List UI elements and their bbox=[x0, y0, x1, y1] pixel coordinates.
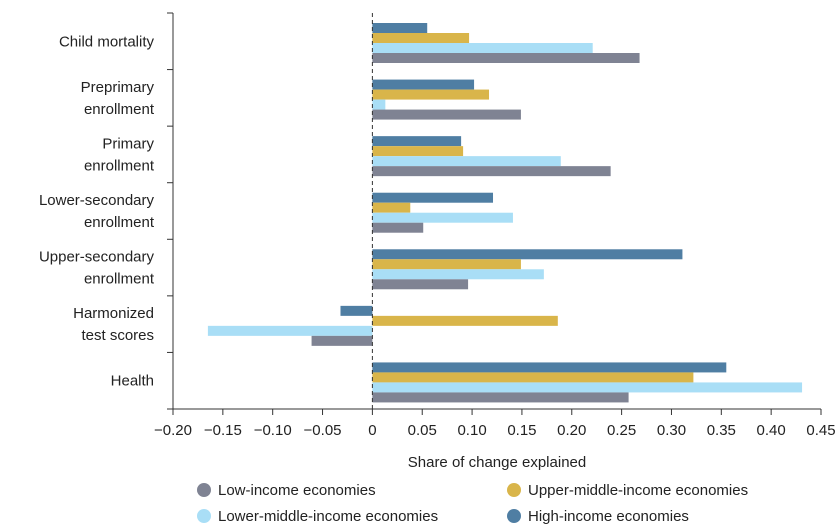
category-label: Preprimary enrollment bbox=[81, 79, 155, 118]
x-tick-label: 0.05 bbox=[408, 422, 437, 439]
bar bbox=[372, 192, 494, 203]
x-tick-label: 0.10 bbox=[457, 422, 486, 439]
bar bbox=[372, 259, 521, 270]
bar bbox=[372, 79, 475, 90]
bar bbox=[372, 136, 462, 147]
bar bbox=[372, 166, 611, 177]
x-tick-label: 0.30 bbox=[657, 422, 686, 439]
bar bbox=[372, 212, 513, 223]
legend-label: High-income economies bbox=[528, 508, 689, 525]
bar bbox=[207, 325, 373, 336]
bar bbox=[372, 43, 593, 53]
category-label: Upper-secondary enrollment bbox=[39, 249, 155, 288]
bar bbox=[372, 249, 683, 260]
x-tick-label: 0.35 bbox=[707, 422, 736, 439]
x-tick-label: −0.15 bbox=[204, 422, 242, 439]
bar bbox=[372, 33, 470, 43]
legend-label: Upper-middle-income economies bbox=[528, 482, 748, 499]
category-label: Child mortality bbox=[59, 33, 155, 50]
x-tick-label: −0.20 bbox=[154, 422, 192, 439]
legend-label: Lower-middle-income economies bbox=[218, 508, 438, 525]
x-axis-label: Share of change explained bbox=[408, 454, 586, 471]
x-tick-label: 0.40 bbox=[757, 422, 786, 439]
bar bbox=[372, 156, 561, 167]
legend-label: Low-income economies bbox=[218, 482, 376, 499]
bar bbox=[372, 109, 521, 120]
x-tick-label: 0.45 bbox=[806, 422, 835, 439]
x-tick-label: 0.20 bbox=[557, 422, 586, 439]
bar bbox=[372, 382, 803, 393]
x-tick-label: 0 bbox=[368, 422, 376, 439]
category-label: Harmonized test scores bbox=[73, 305, 154, 344]
bar bbox=[372, 279, 469, 290]
axes: Child mortality Preprimary enrollment Prima… bbox=[39, 12, 836, 439]
bar bbox=[372, 269, 544, 280]
plot-area bbox=[207, 23, 803, 403]
bar bbox=[372, 23, 428, 33]
x-tick-label: −0.10 bbox=[254, 422, 292, 439]
bar bbox=[311, 335, 373, 346]
legend-marker bbox=[507, 509, 521, 523]
bar bbox=[372, 362, 727, 373]
x-tick-label: −0.05 bbox=[304, 422, 342, 439]
bar bbox=[372, 315, 558, 326]
bar bbox=[372, 222, 424, 233]
category-label: Primary enrollment bbox=[84, 135, 155, 174]
bar bbox=[372, 89, 490, 100]
bar bbox=[372, 202, 411, 213]
legend-marker bbox=[507, 483, 521, 497]
bar bbox=[340, 305, 373, 316]
bar bbox=[372, 146, 464, 157]
legend: Low-income economies Upper-middle-income … bbox=[197, 482, 748, 525]
bar bbox=[372, 99, 386, 110]
bar bbox=[372, 372, 694, 383]
bar bbox=[372, 53, 640, 63]
legend-marker bbox=[197, 483, 211, 497]
legend-marker bbox=[197, 509, 211, 523]
bar bbox=[372, 392, 629, 403]
category-label: Health bbox=[111, 373, 154, 390]
category-label: Lower-secondary enrollment bbox=[39, 192, 155, 231]
x-tick-label: 0.25 bbox=[607, 422, 636, 439]
x-tick-label: 0.15 bbox=[507, 422, 536, 439]
